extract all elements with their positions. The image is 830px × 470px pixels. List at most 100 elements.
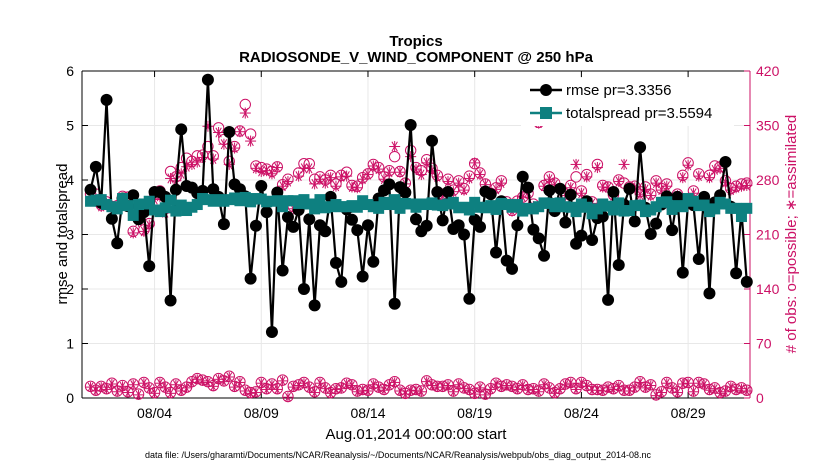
- obs-assimilated-marker-low: [128, 379, 139, 390]
- obs-assimilated-marker-low: [443, 380, 454, 391]
- x-tick-label: 08/19: [457, 405, 492, 421]
- y-tick-label-right: 70: [756, 336, 772, 352]
- rmse-point: [89, 160, 102, 173]
- obs-assimilated-marker: [303, 162, 315, 174]
- rmse-point: [319, 225, 332, 238]
- rmse-point: [650, 217, 663, 230]
- obs-assimilated-marker-low: [133, 389, 144, 400]
- totalspread-point: [613, 197, 625, 209]
- obs-assimilated-marker-low: [336, 383, 347, 394]
- obs-assimilated-marker: [442, 176, 454, 188]
- totalspread-point: [607, 204, 619, 216]
- rmse-point: [452, 219, 465, 232]
- rmse-point: [356, 270, 369, 283]
- rmse-point: [623, 182, 636, 195]
- obs-assimilated-marker: [186, 158, 198, 170]
- obs-assimilated-marker-low: [165, 388, 176, 399]
- obs-assimilated-marker-low: [277, 375, 288, 386]
- rmse-point: [164, 294, 177, 307]
- obs-assimilated-marker: [271, 162, 283, 174]
- obs-assimilated-marker: [383, 166, 395, 178]
- obs-assimilated-marker: [229, 142, 241, 154]
- rmse-point: [287, 220, 300, 233]
- y-tick-label-left: 2: [66, 281, 74, 297]
- rmse-point: [436, 214, 449, 227]
- rmse-point: [719, 156, 732, 169]
- obs-assimilated-marker: [255, 165, 267, 177]
- obs-assimilated-marker: [591, 162, 603, 174]
- obs-assimilated-marker: [394, 166, 406, 178]
- obs-assimilated-marker: [207, 153, 219, 165]
- rmse-point: [564, 188, 577, 201]
- obs-assimilated-marker: [645, 190, 657, 202]
- rmse-point: [692, 253, 705, 266]
- totalspread-point: [122, 200, 134, 212]
- rmse-point: [671, 190, 684, 203]
- legend: rmse pr=3.3356 totalspread pr=3.5594: [521, 78, 734, 126]
- rmse-point: [634, 141, 647, 154]
- y-axis-label-left: rmse and totalspread: [54, 164, 71, 305]
- totalspread-point: [159, 202, 171, 214]
- legend-rmse-marker: [540, 84, 552, 96]
- chart-title: Tropics: [389, 33, 442, 50]
- totalspread-point: [143, 195, 155, 207]
- y-tick-label-left: 5: [66, 118, 74, 134]
- obs-assimilated-marker-low: [149, 388, 160, 399]
- obs-assimilated-marker: [127, 227, 139, 239]
- obs-assimilated-marker: [330, 180, 342, 192]
- totalspread-point: [490, 203, 502, 215]
- rmse-point: [527, 223, 540, 236]
- obs-markers: [84, 98, 753, 403]
- rmse-point: [404, 118, 417, 131]
- obs-assimilated-marker-low: [389, 377, 400, 388]
- obs-assimilated-marker-low: [250, 387, 261, 398]
- totalspread-point: [165, 194, 177, 206]
- series: [84, 73, 753, 339]
- rmse-point: [217, 218, 230, 231]
- obs-assimilated-marker-low: [378, 385, 389, 396]
- rmse-point: [516, 170, 529, 183]
- rmse-point: [361, 219, 374, 232]
- y-axis-label-right: # of obs: o=possible; ∗=assimilated: [783, 115, 800, 354]
- rmse-point: [730, 267, 743, 280]
- obs-assimilated-marker: [245, 135, 257, 147]
- obs-assimilated-marker-low: [645, 380, 656, 391]
- rmse-point: [255, 179, 268, 192]
- obs-assimilated-marker-low: [272, 384, 283, 395]
- rmse-point: [420, 219, 433, 232]
- rmse-point: [628, 215, 641, 228]
- rmse-point: [105, 212, 118, 225]
- obs-assimilated-marker: [293, 170, 305, 182]
- obs-assimilated-marker: [319, 177, 331, 189]
- totalspread-point: [170, 205, 182, 217]
- rmse-point: [463, 292, 476, 305]
- rmse-point: [297, 283, 310, 295]
- obs-assimilated-marker-low: [170, 379, 181, 390]
- rmse-point: [703, 287, 716, 300]
- rmse-point: [399, 186, 412, 199]
- data-file-footer: data file: /Users/gharamti/Documents/NCA…: [145, 450, 652, 460]
- obs-assimilated-marker: [234, 126, 246, 138]
- obs-assimilated-marker-low: [218, 376, 229, 387]
- y-tick-label-right: 210: [756, 227, 780, 243]
- rmse-point: [442, 185, 455, 198]
- obs-assimilated-marker-low: [688, 386, 699, 397]
- rmse-point: [351, 224, 364, 237]
- obs-assimilated-marker: [469, 157, 481, 169]
- obs-possible-marker: [388, 150, 401, 163]
- rmse-point: [265, 326, 278, 339]
- obs-assimilated-marker-low: [533, 386, 544, 397]
- obs-assimilated-marker-low: [261, 384, 272, 395]
- rmse-point: [281, 211, 294, 224]
- obs-assimilated-marker: [618, 158, 630, 170]
- rmse-point: [740, 275, 753, 288]
- totalspread-point: [271, 195, 283, 207]
- obs-assimilated-marker: [682, 159, 694, 171]
- obs-assimilated-marker: [202, 120, 214, 132]
- rmse-point: [175, 123, 188, 136]
- y-tick-label-right: 420: [756, 63, 780, 79]
- obs-assimilated-marker: [362, 169, 374, 181]
- obs-assimilated-marker-low: [117, 381, 128, 392]
- totalspread-point: [511, 199, 523, 211]
- obs-assimilated-marker: [213, 127, 225, 139]
